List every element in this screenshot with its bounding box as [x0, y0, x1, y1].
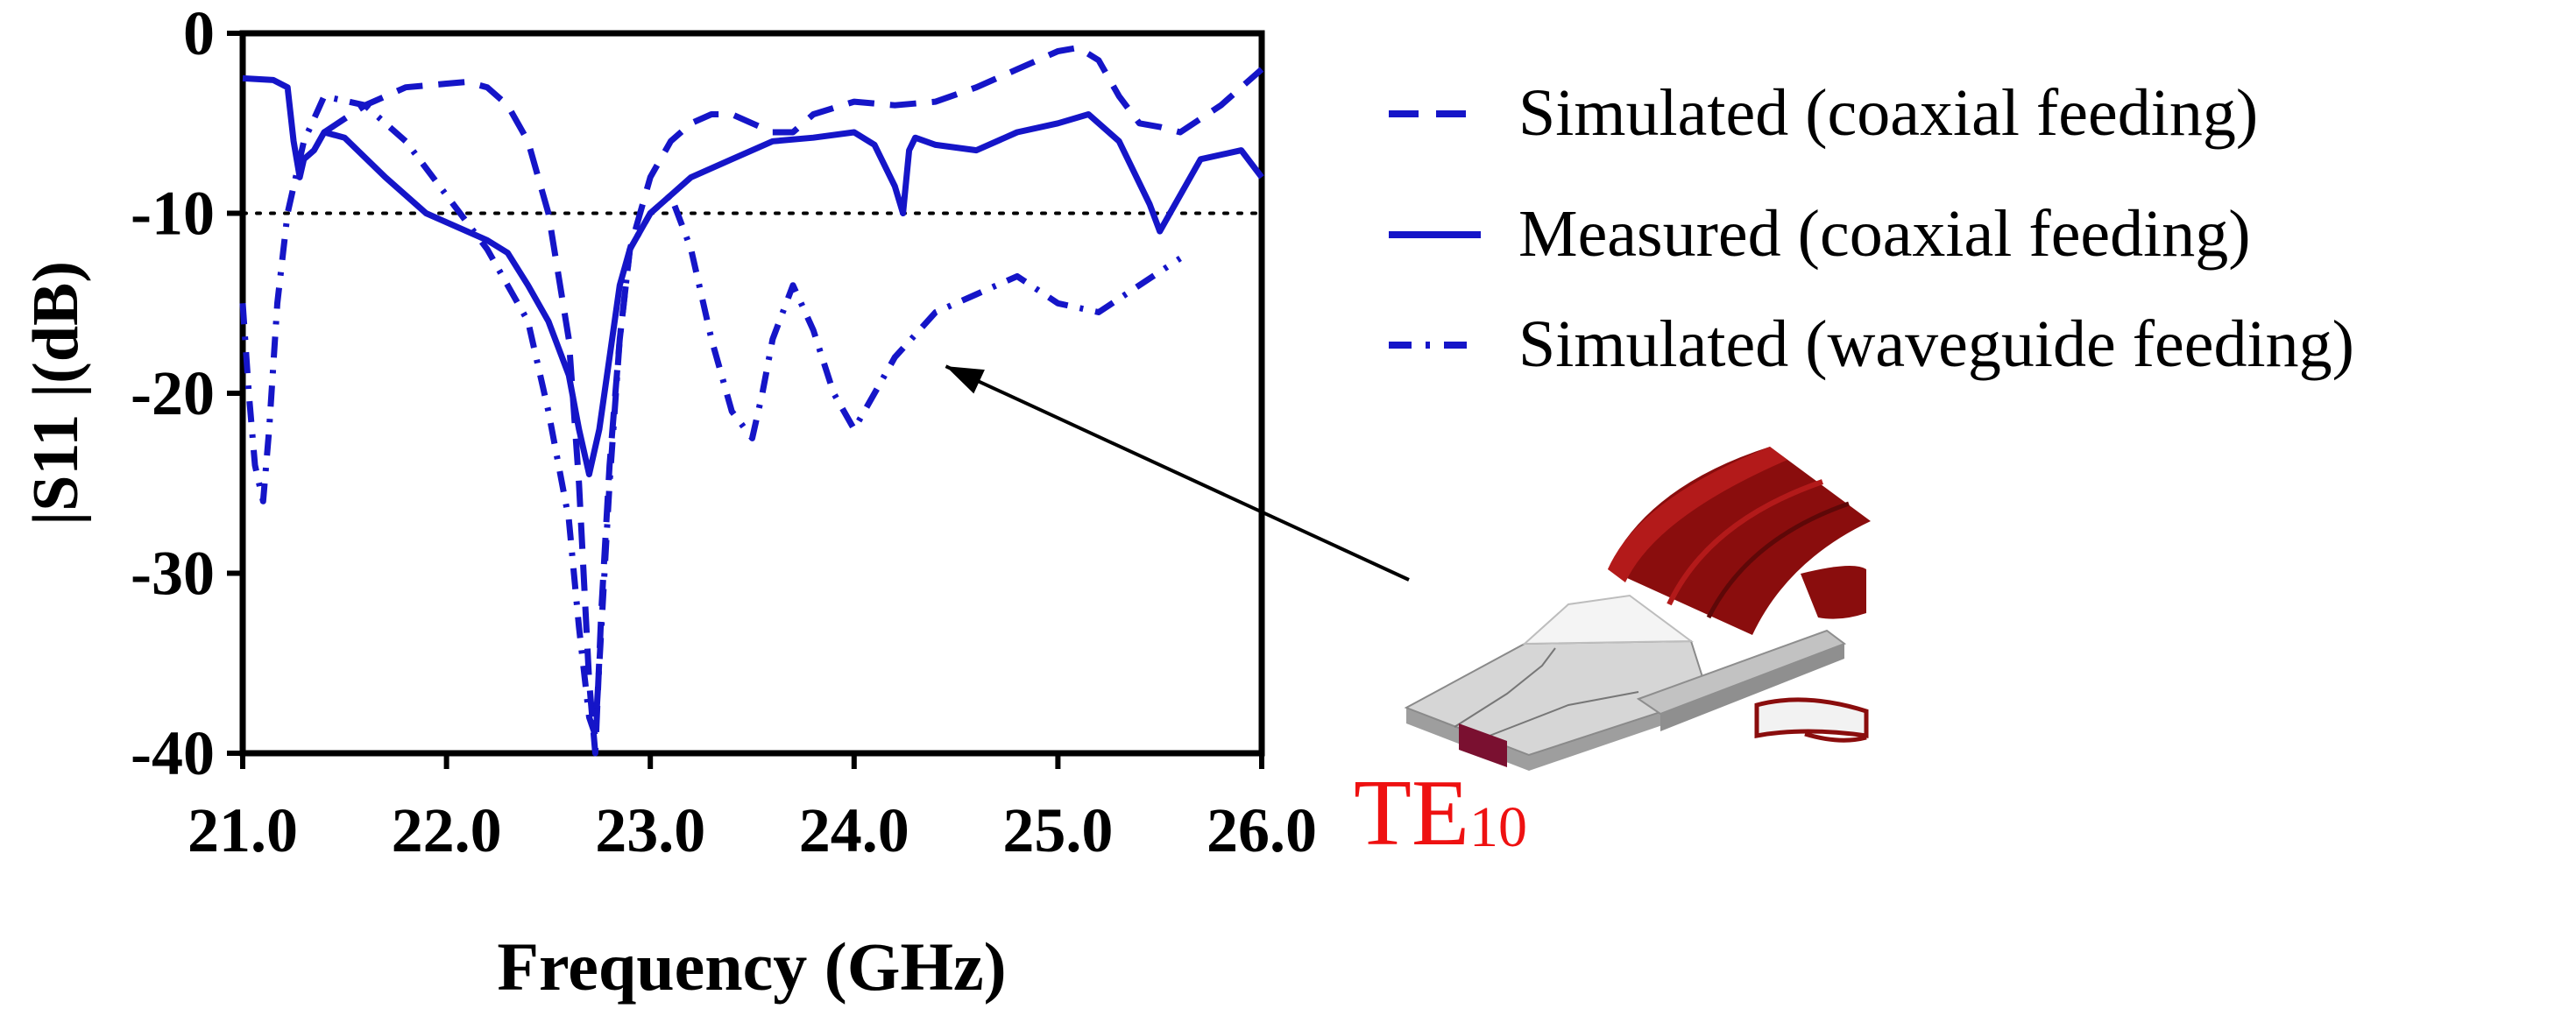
mode-label-main: TE10: [1354, 761, 1527, 865]
waveguide-port: [1459, 723, 1507, 767]
feed-slot-line-2: [1489, 691, 1639, 737]
mode-label-te: TE: [1354, 761, 1469, 865]
axes-layer: 21.0 22.0 23.0 24.0 25.0 26.0 0 -10 -20 -30 -40 F…: [20, 0, 1317, 1005]
antenna-lens-top: [1608, 447, 1787, 582]
x-tick-label: 24.0: [799, 795, 909, 865]
x-tick-label: 22.0: [392, 795, 502, 865]
white-patch: [1522, 594, 1694, 646]
series-line-1: [322, 44, 1264, 757]
y-ticks: 0 -10 -20 -30 -40: [131, 0, 243, 788]
x-tick-label: 25.0: [1002, 795, 1113, 865]
legend-label-2: Measured (coaxial feeding): [1518, 197, 2251, 271]
x-tick-label: 23.0: [595, 795, 705, 865]
series-line-3: [239, 93, 1182, 738]
y-tick-label: -30: [131, 539, 215, 609]
feed-arm-side: [1660, 644, 1844, 731]
y-tick-label: 0: [183, 0, 215, 68]
legend: Simulated (coaxial feeding) Measured (coa…: [1389, 76, 2354, 381]
antenna-reflector-back: [1754, 697, 1869, 738]
feed-slot-line-1: [1454, 647, 1556, 728]
plot-area: [239, 30, 1265, 757]
annotation-arrowhead: [945, 366, 985, 394]
annotation-arrow: [945, 364, 1410, 582]
y-tick-label: -20: [131, 358, 215, 428]
antenna-illustration: TE10: [1354, 447, 1871, 865]
antenna-lens-body: [1608, 447, 1871, 635]
plot-frame: [239, 30, 1265, 757]
series-line-2: [242, 74, 1264, 477]
legend-label-3: Simulated (waveguide feeding): [1518, 307, 2354, 381]
feed-plate-top: [1404, 639, 1710, 757]
annotation-arrow-group: [945, 364, 1410, 582]
antenna-lens-groove-2: [1706, 501, 1850, 619]
antenna-reflector-back-rim: [1804, 731, 1867, 743]
x-axis-label: Frequency (GHz): [497, 928, 1006, 1005]
x-tick-label: 26.0: [1207, 795, 1317, 865]
y-tick-label: -40: [131, 718, 215, 788]
y-axis-label: |S11 |(dB): [20, 261, 92, 526]
series-layer: [239, 44, 1264, 757]
antenna-lens-support: [1801, 566, 1866, 619]
legend-label-1: Simulated (coaxial feeding): [1518, 76, 2258, 150]
x-tick-label: 21.0: [188, 795, 298, 865]
antenna-lens-groove-1: [1667, 479, 1823, 606]
mode-label-subscript: 10: [1469, 795, 1527, 859]
y-tick-label: -10: [131, 179, 215, 249]
mode-label: TE10: [1354, 761, 1527, 865]
x-ticks: 21.0 22.0 23.0 24.0 25.0 26.0: [188, 753, 1317, 865]
